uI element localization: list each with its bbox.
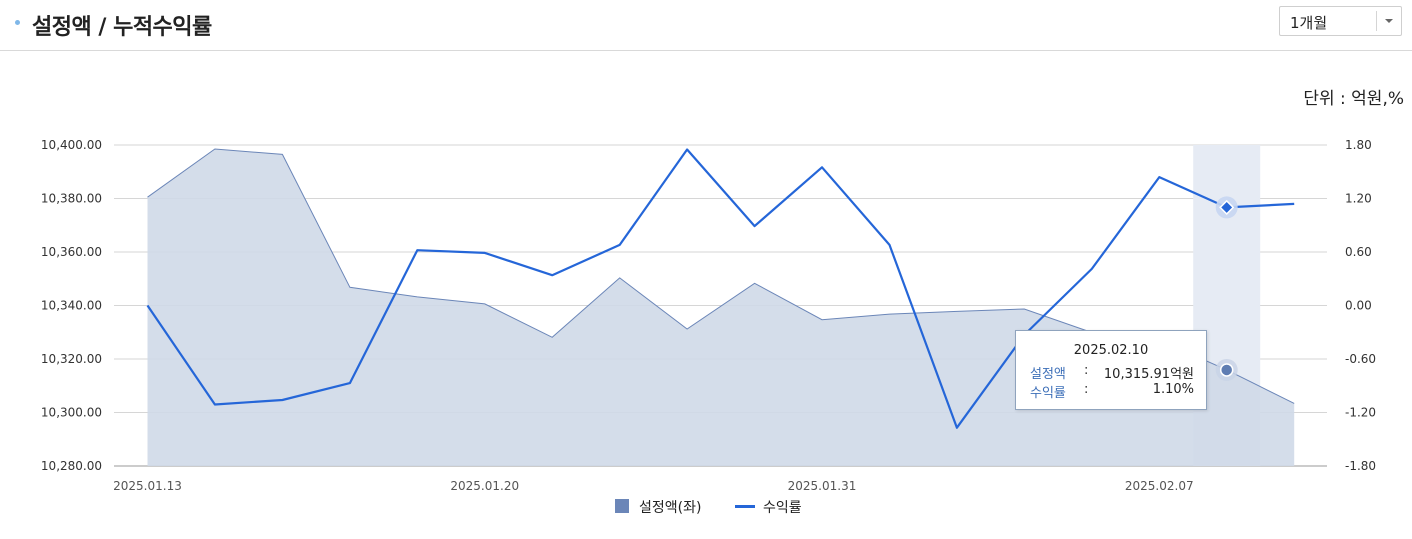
legend-return-label: 수익률 — [763, 500, 802, 516]
tooltip-amount-value: 10,315.91억원 — [1103, 367, 1194, 382]
right-axis-tick-label: -1.80 — [1345, 459, 1376, 473]
right-axis-tick-label: -1.20 — [1345, 406, 1376, 420]
legend-item-amount[interactable]: 설정액(좌) — [615, 497, 715, 517]
unit-label: 단위 : 억원,% — [1303, 89, 1404, 109]
period-select-value: 1개월 — [1290, 14, 1328, 32]
chart-tooltip: 2025.02.10 설정액 : 10,315.91억원 수익률 : 1.10% — [1015, 330, 1207, 410]
legend-area-swatch — [615, 499, 629, 513]
legend-item-return[interactable]: 수익률 — [735, 497, 815, 517]
tooltip-row-amount: 설정액 : 10,315.91억원 — [1030, 363, 1194, 382]
tooltip-return-value: 1.10% — [1152, 382, 1194, 397]
right-axis-tick-label: -0.60 — [1345, 352, 1376, 366]
left-axis-tick-label: 10,340.00 — [41, 299, 102, 313]
return-marker — [1219, 199, 1235, 215]
section-title: 설정액 / 누적수익률 — [32, 15, 212, 40]
tooltip-date: 2025.02.10 — [1073, 343, 1149, 358]
tooltip-colon: : — [1084, 363, 1089, 378]
x-axis-tick-label: 2025.01.31 — [788, 479, 857, 493]
left-axis-tick-label: 10,320.00 — [41, 352, 102, 366]
bullet-dot-icon — [15, 20, 20, 25]
tooltip-colon: : — [1084, 382, 1089, 397]
tooltip-amount-label: 설정액 — [1030, 367, 1066, 382]
left-axis-tick-label: 10,400.00 — [41, 138, 102, 152]
select-divider — [1376, 11, 1377, 31]
x-axis-tick-label: 2025.02.07 — [1125, 479, 1194, 493]
x-axis-tick-label: 2025.01.20 — [450, 479, 519, 493]
right-axis-tick-label: 0.00 — [1345, 299, 1372, 313]
left-axis-tick-label: 10,300.00 — [41, 406, 102, 420]
right-axis-tick-label: 0.60 — [1345, 245, 1372, 259]
chevron-down-icon — [1385, 19, 1393, 23]
x-axis-tick-label: 2025.01.13 — [113, 479, 182, 493]
left-axis-tick-label: 10,360.00 — [41, 245, 102, 259]
area-fill-amount — [147, 149, 1295, 466]
legend-amount-label: 설정액(좌) — [639, 500, 702, 516]
tooltip-row-return: 수익률 : 1.10% — [1030, 382, 1194, 401]
left-axis-tick-label: 10,280.00 — [41, 459, 102, 473]
right-axis-tick-label: 1.20 — [1345, 192, 1372, 206]
section-header: 설정액 / 누적수익률 1개월 — [0, 0, 1412, 51]
right-axis-tick-label: 1.80 — [1345, 138, 1372, 152]
period-select[interactable]: 1개월 — [1279, 6, 1402, 36]
tooltip-return-label: 수익률 — [1030, 386, 1066, 401]
line-return — [146, 148, 1295, 429]
left-axis-tick-label: 10,380.00 — [41, 192, 102, 206]
legend-line-swatch — [735, 505, 755, 508]
amount-marker — [1219, 363, 1234, 377]
